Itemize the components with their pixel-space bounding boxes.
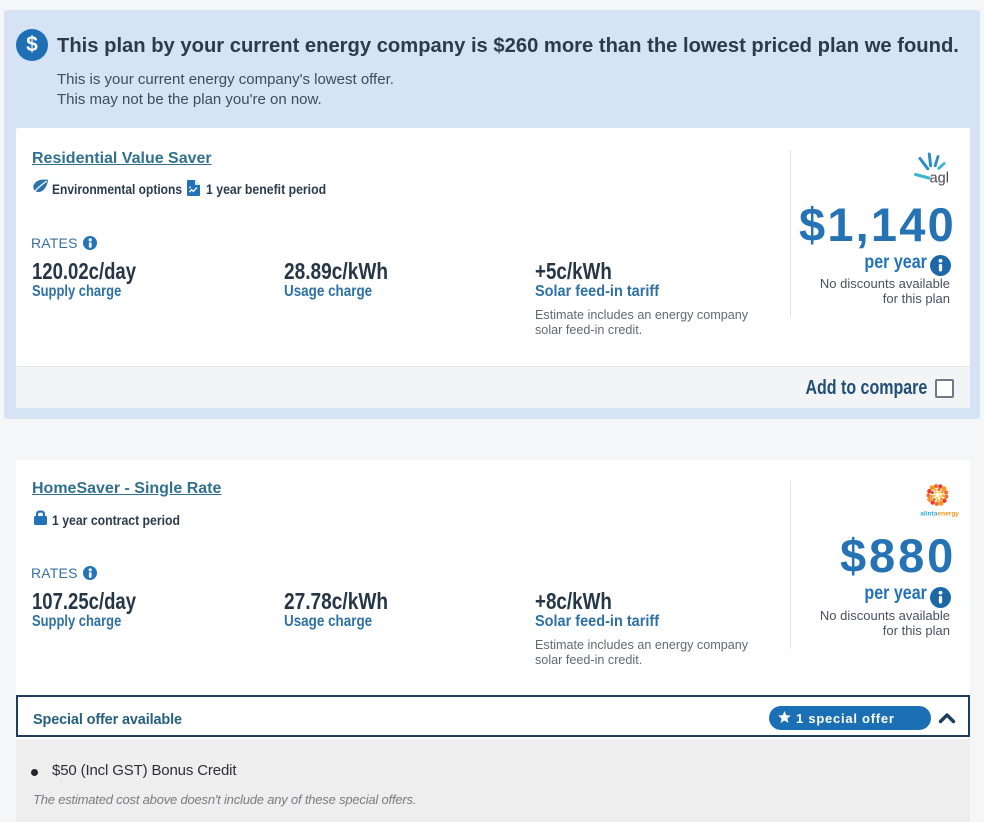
- svg-text:alintaenergy: alintaenergy: [920, 511, 959, 518]
- svg-text:agl: agl: [930, 171, 949, 187]
